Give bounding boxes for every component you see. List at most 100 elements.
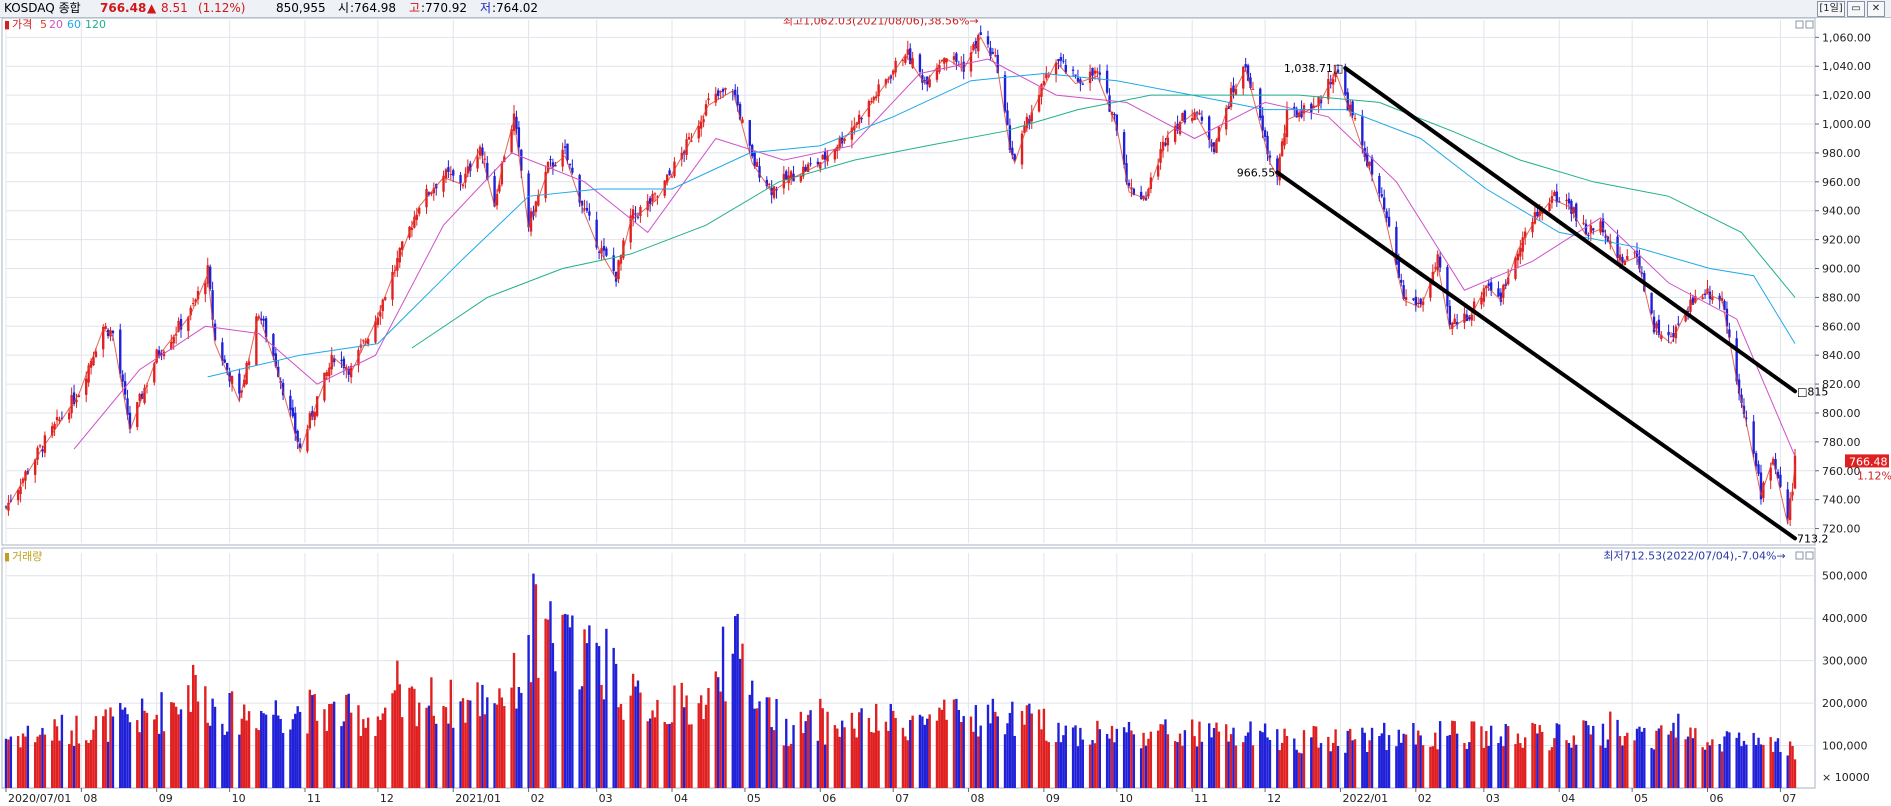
volume-legend-marker: ▮: [4, 550, 10, 563]
volume-bar-2020/08/10: [102, 716, 105, 788]
volume-bar-2021/01/13: [481, 684, 484, 788]
volume-bar-2021/12/15: [1297, 752, 1301, 788]
candle-2020/07/22: [55, 417, 59, 421]
annotation-1: 1,038.71□: [1284, 62, 1343, 75]
current-price-tag-pct: 1.12%: [1857, 469, 1891, 482]
volume-bar-2022/03/04: [1489, 725, 1493, 788]
candle-2021/08/04: [974, 40, 978, 49]
candle-2021/09/09: [1062, 60, 1065, 62]
volume-bar-2021/10/06: [1127, 721, 1131, 788]
panel-close-icon[interactable]: [1805, 20, 1814, 29]
volume-bar-2021/08/13: [996, 716, 999, 788]
volume-bar-2022/06/28: [1771, 751, 1775, 788]
close-icon[interactable]: ✕: [1867, 1, 1885, 17]
candle-2020/09/09: [174, 334, 178, 336]
volume-bar-2020/11/11: [328, 704, 331, 788]
volume-bar-2020/12/24: [432, 715, 435, 788]
volume-panel-controls[interactable]: [1795, 551, 1814, 560]
volume-bar-2022/02/25: [1472, 721, 1476, 788]
candle-2021/01/13: [481, 147, 484, 156]
candle-2021/07/08: [909, 48, 912, 65]
volume-bar-2021/03/23: [648, 718, 652, 788]
trend-line-1: [1275, 170, 1797, 541]
volume-bar-2020/07/03: [9, 736, 13, 788]
candle-2022/06/08: [1723, 301, 1726, 310]
volume-bar-2021/11/09: [1210, 737, 1213, 788]
candle-2020/08/27: [143, 387, 146, 403]
candle-2022/05/04: [1638, 256, 1641, 269]
volume-bar-2021/06/09: [838, 736, 841, 788]
volume-bar-2021/04/07: [685, 695, 688, 788]
candle-2021/02/19: [571, 167, 574, 173]
candle-2022/05/10: [1652, 316, 1656, 333]
candle-2020/07/06: [16, 490, 20, 501]
volume-bar-2020/12/31: [449, 679, 453, 788]
candle-2020/09/02: [157, 350, 161, 356]
volume-bar-2021/08/12: [994, 711, 997, 788]
volume-bar-2021/12/27: [1327, 736, 1330, 788]
candle-2022/03/09: [1502, 284, 1505, 298]
volume-bar-2021/01/04: [459, 701, 462, 788]
volume-bar-2020/07/09: [24, 736, 27, 788]
candle-2021/07/09: [911, 58, 914, 68]
volume-bar-2022/03/10: [1504, 724, 1507, 788]
candle-2021/09/14: [1074, 74, 1077, 76]
volume-bar-2021/11/16: [1227, 741, 1230, 788]
candle-2022/01/19: [1383, 197, 1386, 210]
volume-bar-2021/06/14: [850, 712, 854, 788]
price-change: 8.51: [161, 1, 188, 15]
volume-bar-2020/11/18: [345, 694, 348, 788]
candle-2020/09/24: [211, 290, 214, 320]
vol-panel-close-icon[interactable]: [1805, 551, 1814, 560]
candle-2021/12/03: [1268, 155, 1272, 158]
candle-2020/10/02: [230, 375, 234, 385]
vol-panel-minimize-icon[interactable]: [1795, 551, 1804, 560]
candle-2021/09/21: [1091, 67, 1094, 76]
volume-bar-2022/01/28: [1404, 734, 1408, 788]
candle-2022/01/31: [1412, 298, 1415, 300]
volume-bar-2021/01/08: [469, 700, 472, 788]
high-label: 고: [409, 1, 421, 15]
volume-bar-2022/04/28: [1623, 736, 1627, 788]
period-selector-button[interactable]: [1일]: [1817, 1, 1845, 17]
volume-bar-2021/12/08: [1280, 742, 1284, 788]
volume-bar-2020/11/13: [332, 701, 336, 788]
volume-bar-2021/08/19: [1011, 701, 1014, 788]
candle-2022/02/16: [1451, 322, 1454, 329]
volume-bar-2021/09/29: [1110, 725, 1114, 788]
candle-2021/02/11: [551, 162, 555, 168]
volume-bar-2022/02/24: [1470, 721, 1473, 788]
volume-bar-2021/07/28: [957, 710, 961, 788]
volume-bar-2020/07/02: [7, 739, 10, 788]
volume-bar-2021/07/02: [894, 717, 897, 788]
candle-2020/07/23: [58, 419, 61, 422]
candle-2021/01/15: [486, 162, 489, 181]
candle-2020/09/14: [187, 317, 190, 332]
candle-2021/06/18: [860, 117, 863, 120]
price-panel-controls[interactable]: [1795, 20, 1814, 29]
price-change-percent: (1.12%): [198, 1, 246, 15]
maximize-icon[interactable]: ▭: [1847, 1, 1865, 17]
volume-bar-2020/08/12: [106, 741, 110, 788]
candle-2022/03/18: [1524, 231, 1527, 238]
candle-2021/02/12: [554, 164, 557, 167]
volume-bar-2022/02/11: [1438, 721, 1442, 788]
candle-2021/04/16: [707, 98, 710, 101]
date-tick-label: 11: [307, 792, 321, 805]
candle-2021/09/27: [1105, 70, 1109, 93]
candle-2022/01/26: [1400, 279, 1403, 283]
volume-bar-2021/11/23: [1244, 735, 1247, 788]
volume-bar-2022/01/13: [1368, 740, 1371, 788]
volume-bar-2022/03/03: [1487, 745, 1490, 788]
volume-bar-2022/05/16: [1667, 734, 1670, 788]
volume-bar-2022/02/16: [1451, 720, 1454, 788]
volume-bar-2021/06/15: [853, 728, 856, 788]
candle-2020/09/01: [155, 349, 158, 363]
ma-line-60: [207, 72, 1796, 378]
candle-2021/01/27: [515, 116, 518, 129]
candle-2022/01/13: [1368, 161, 1371, 166]
volume-bar-2021/09/28: [1108, 738, 1111, 788]
candle-2021/11/30: [1261, 115, 1264, 131]
candle-2021/02/18: [568, 163, 572, 166]
panel-minimize-icon[interactable]: [1795, 20, 1804, 29]
